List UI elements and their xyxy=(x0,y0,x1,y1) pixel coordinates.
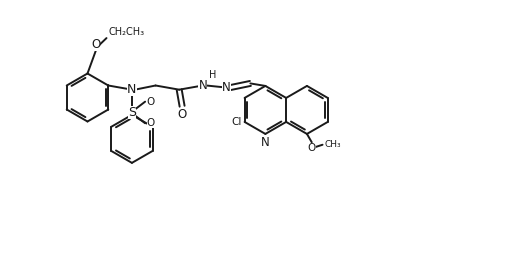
Text: O: O xyxy=(91,38,100,51)
Text: CH₃: CH₃ xyxy=(324,140,341,149)
Text: O: O xyxy=(308,143,316,153)
Text: N: N xyxy=(261,136,270,149)
Text: Cl: Cl xyxy=(231,117,242,127)
Text: S: S xyxy=(128,106,136,119)
Text: CH₂CH₃: CH₂CH₃ xyxy=(108,27,144,37)
Text: O: O xyxy=(147,118,155,128)
Text: O: O xyxy=(178,108,187,121)
Text: N: N xyxy=(127,83,137,96)
Text: H: H xyxy=(209,70,217,80)
Text: N: N xyxy=(199,79,207,92)
Text: N: N xyxy=(222,81,231,94)
Text: O: O xyxy=(147,97,155,107)
